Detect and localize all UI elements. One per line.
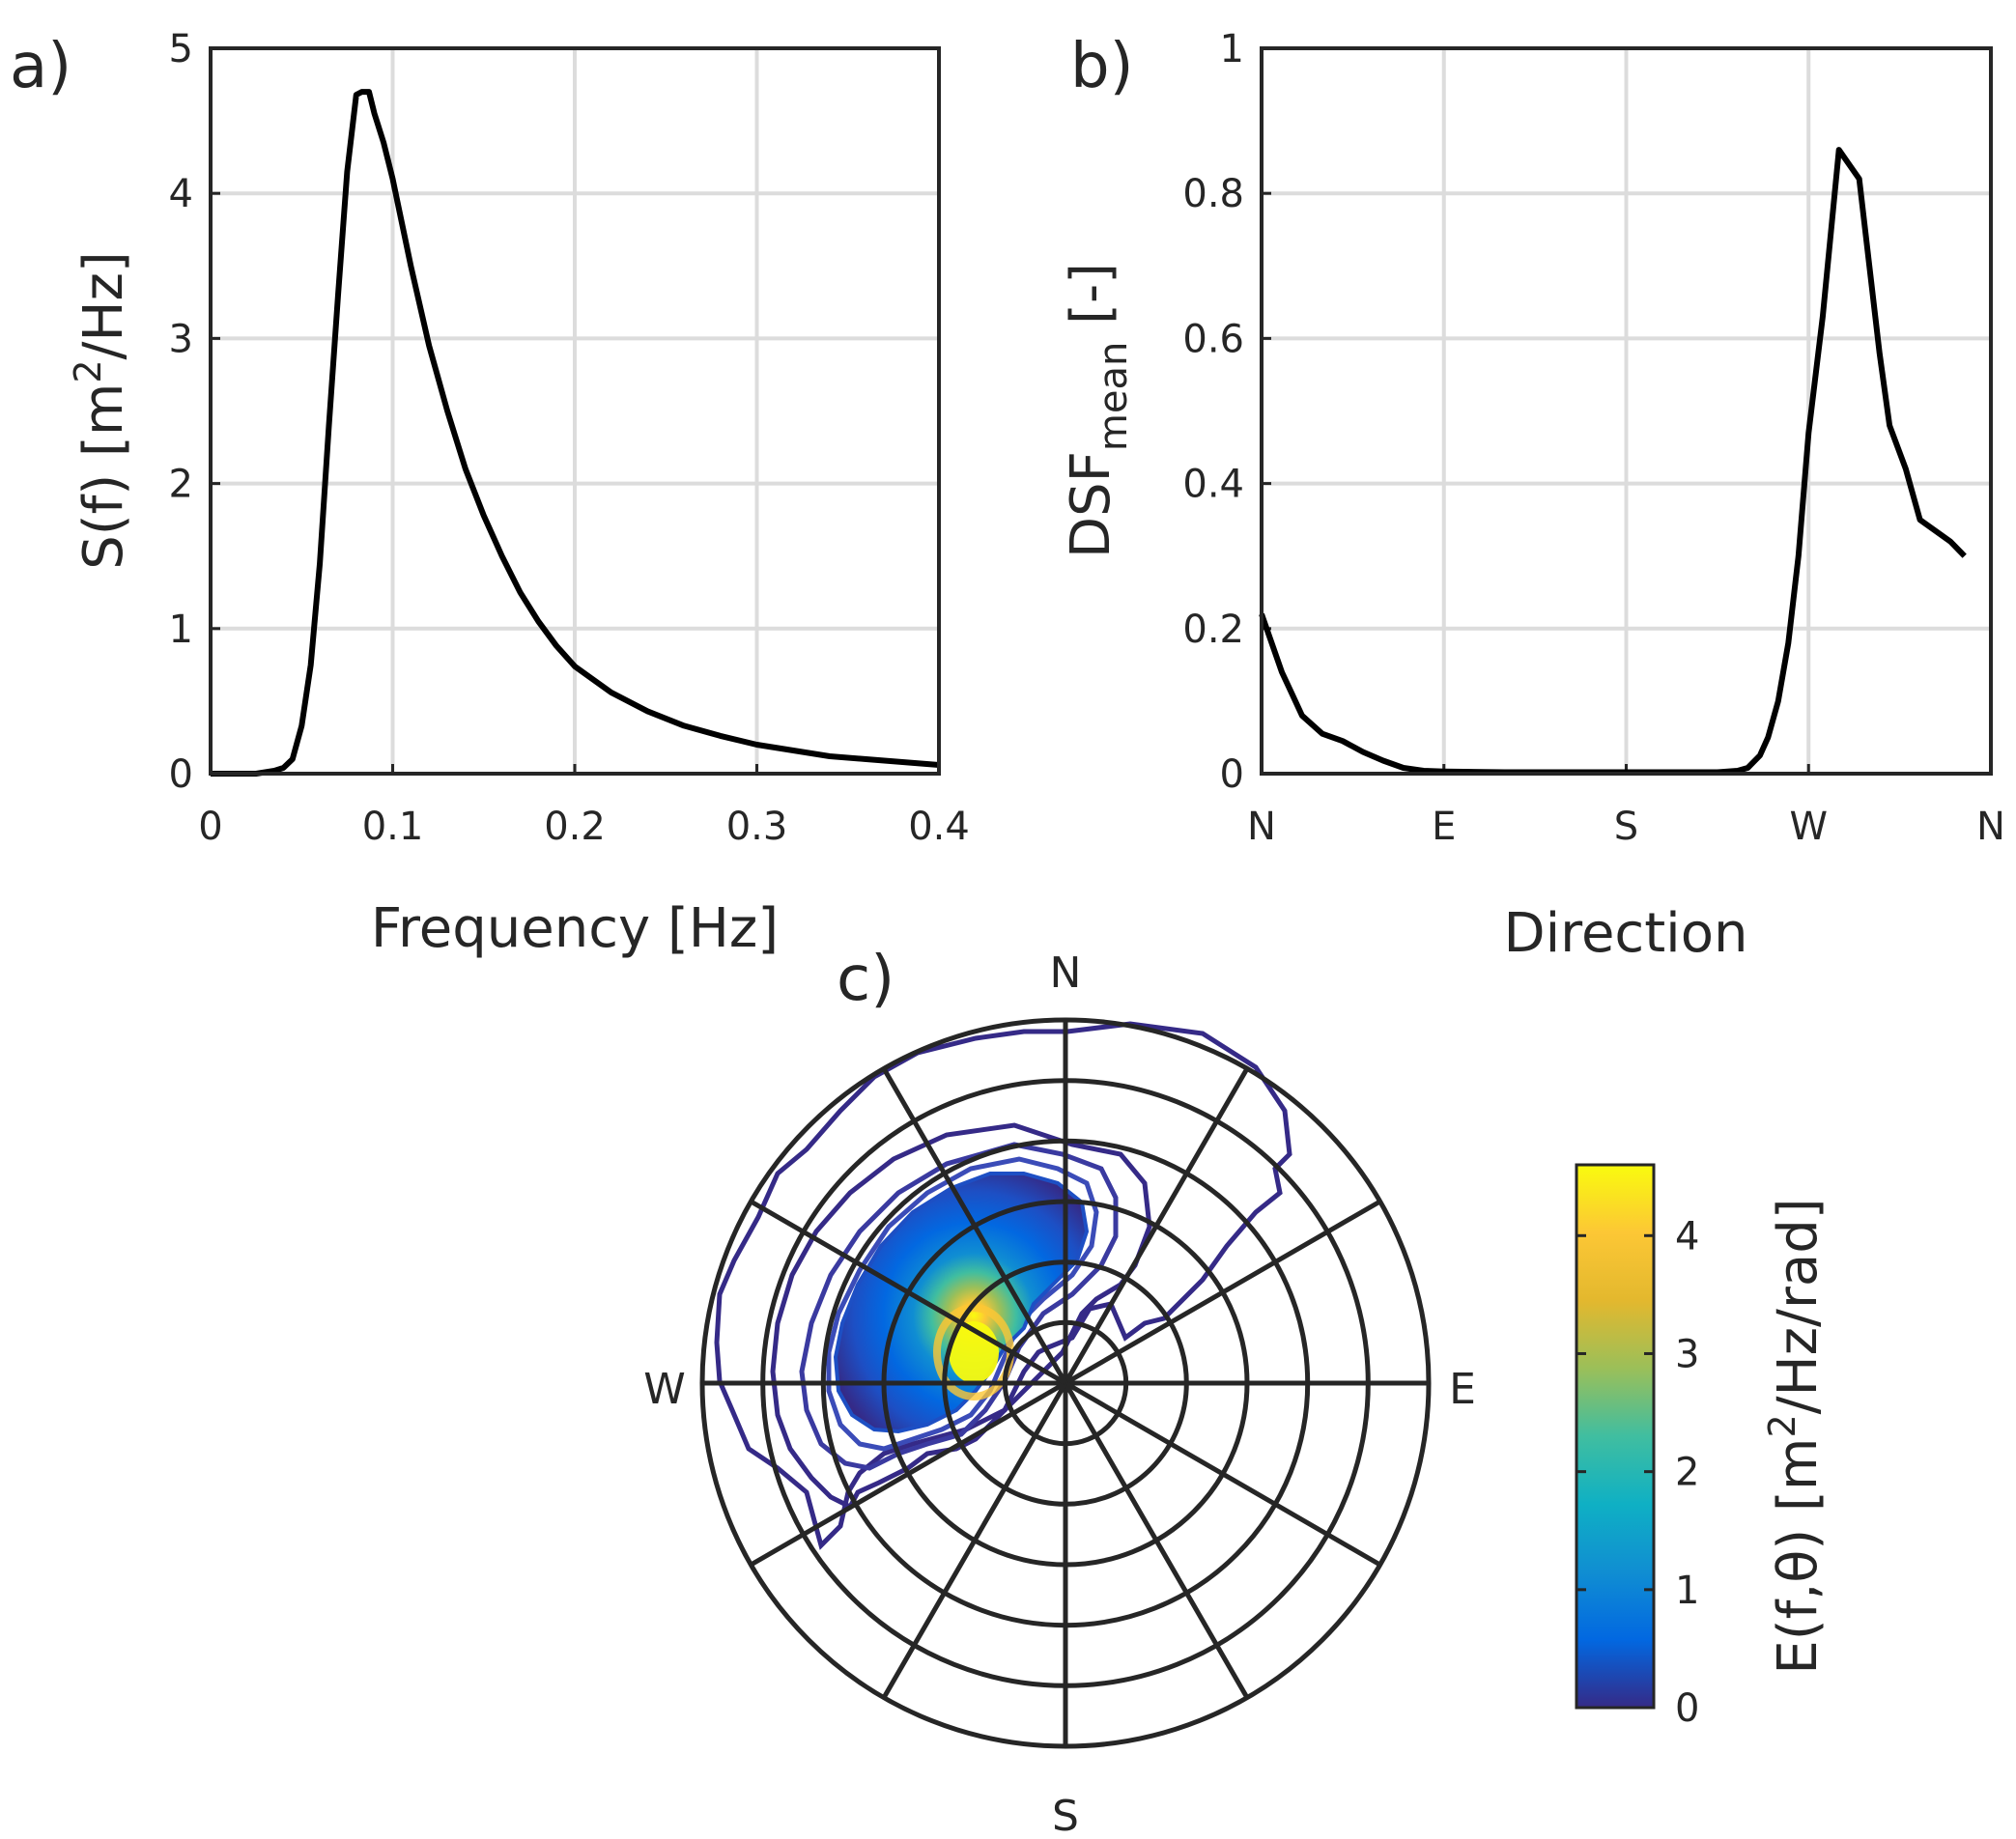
x-tick-label-b: W [1789,805,1828,849]
series-line-b [1259,147,1967,776]
y-tick-label-b: 0.4 [1182,463,1244,507]
series-a [211,89,940,777]
y-tick-label-a: 1 [169,608,193,652]
contour-outer-1 [714,1021,1292,1550]
ticks-b: N E S W N00.20.40.60.81 [1182,27,2005,849]
x-tick-label-a: 0.4 [908,805,970,849]
y-axis-label-a-part3: /Hz] [72,251,135,359]
colorbar-tick-label: 3 [1675,1332,1699,1376]
axes-box-a [209,46,941,776]
ticks-a: 0 0.1 0.2 0.3 0.4 0 1 2 3 4 5 [169,27,970,849]
contour-mid-1 [799,1142,1119,1471]
colorbar-tick-label: 0 [1675,1686,1699,1731]
polar-spoke [1064,1199,1381,1386]
panel-b: b) N E S W N00.20.40.60.81 Direction DSFmean… [1060,27,2005,965]
y-tick-label-b: 0.6 [1182,317,1244,361]
y-axis-label-b-main: DSF [1060,451,1122,558]
x-tick-label-b: E [1432,805,1456,849]
colorbar-label-sup: 2 [1761,1414,1803,1437]
y-tick-label-b: 0.8 [1182,172,1244,216]
x-tick-label-a: 0 [198,805,222,849]
colorbar-label-part3: /Hz/rad] [1767,1198,1830,1414]
panel-label-c: c) [837,944,894,1015]
y-tick-label-a: 2 [169,463,193,507]
colorbar-tick-label: 2 [1675,1451,1699,1495]
x-axis-label-a: Frequency [Hz] [371,897,779,960]
panel-label-a: a) [10,31,71,102]
x-tick-label-a: 0.3 [726,805,788,849]
y-axis-label-a: S(f) [m2/Hz] [67,251,135,570]
colorbar-tick-label: 1 [1675,1569,1699,1613]
polar-spoke [1064,1380,1381,1568]
x-tick-label-b: N [1247,805,1276,849]
y-axis-label-a-sup: 2 [67,359,109,382]
colorbar-ticks: 0 1 2 3 4 [1576,1214,1699,1731]
colorbar-fill [1575,1163,1656,1710]
compass-label-east: E [1449,1365,1476,1414]
y-tick-label-b: 1 [1220,27,1244,71]
y-tick-label-a: 5 [169,27,193,71]
polar-spoke [750,1199,1067,1386]
x-tick-label-a: 0.1 [362,805,424,849]
y-tick-label-a: 4 [169,172,193,216]
grid-a [211,48,939,774]
polar-spoke [1063,1381,1250,1699]
colorbar-tick-label: 4 [1675,1214,1699,1259]
panel-a: a) 0 0.1 0.2 0.3 0.4 0 1 2 3 4 5 Frequency [Hz] S(… [10,27,970,960]
series-line-a [211,89,940,777]
polar-spoke [750,1380,1067,1568]
y-axis-label-b: DSFmean [-] [1060,263,1136,558]
x-axis-label-b: Direction [1504,902,1748,965]
axes-box-b [1260,46,1993,776]
x-tick-label-a: 0.2 [544,805,606,849]
y-tick-label-b: 0 [1220,752,1244,797]
y-axis-label-a-part1: S(f) [m [72,383,135,570]
compass-label-north: N [1050,948,1082,998]
y-axis-label-b-sub: mean [1092,342,1136,451]
y-tick-label-a: 3 [169,317,193,361]
x-tick-label-b: N [1976,805,2005,849]
energy-field [714,1021,1292,1550]
x-tick-label-b: S [1614,805,1638,849]
polar-spoke [881,1067,1068,1385]
contour-mid-2 [826,1156,1099,1452]
compass-label-west: W [643,1365,686,1414]
colorbar-label: E(f,θ) [m2/Hz/rad] [1761,1198,1830,1674]
polar-grid [699,1017,1432,1749]
grid-b [1262,48,1991,774]
polar-spoke [881,1381,1068,1699]
series-b [1259,147,1967,776]
y-tick-label-a: 0 [169,752,193,797]
y-tick-label-b: 0.2 [1182,608,1244,652]
colorbar-label-part1: E(f,θ) [m [1767,1438,1830,1675]
y-axis-label-b-unit: [-] [1060,263,1122,342]
panel-label-b: b) [1070,31,1134,102]
polar-spoke [1063,1067,1250,1385]
compass-label-south: S [1052,1792,1079,1839]
